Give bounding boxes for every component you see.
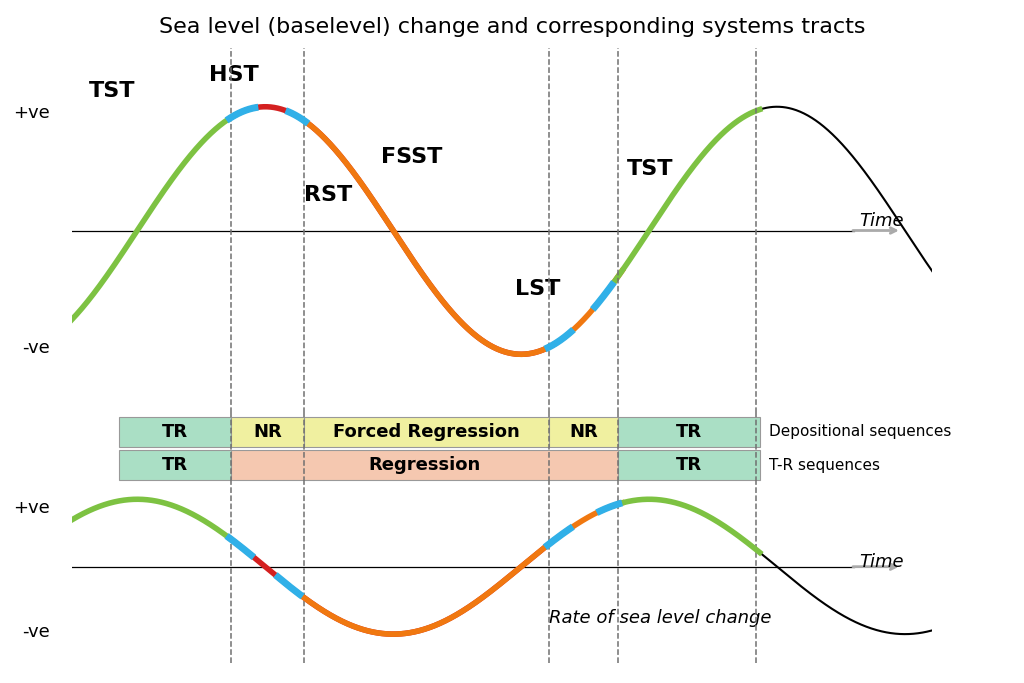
Text: TR: TR bbox=[676, 423, 701, 441]
Bar bbox=[549, 417, 617, 447]
Text: HST: HST bbox=[209, 65, 259, 85]
Text: -ve: -ve bbox=[23, 339, 50, 357]
Text: NR: NR bbox=[569, 423, 598, 441]
Text: LST: LST bbox=[515, 279, 560, 299]
Bar bbox=[617, 417, 760, 447]
Bar bbox=[617, 450, 760, 480]
Text: FSST: FSST bbox=[381, 148, 442, 167]
Text: RST: RST bbox=[304, 185, 352, 205]
Text: Time: Time bbox=[859, 212, 903, 230]
Bar bbox=[119, 450, 230, 480]
Text: +ve: +ve bbox=[13, 104, 50, 122]
Text: NR: NR bbox=[253, 423, 282, 441]
Text: +ve: +ve bbox=[13, 499, 50, 518]
Text: -ve: -ve bbox=[23, 623, 50, 641]
Bar bbox=[119, 417, 230, 447]
Text: TR: TR bbox=[676, 456, 701, 474]
Bar bbox=[304, 417, 549, 447]
Text: Time: Time bbox=[859, 553, 903, 572]
Text: TR: TR bbox=[162, 423, 188, 441]
Text: Depositional sequences: Depositional sequences bbox=[769, 424, 951, 439]
Text: TR: TR bbox=[162, 456, 188, 474]
Text: TST: TST bbox=[627, 159, 673, 179]
Text: T-R sequences: T-R sequences bbox=[769, 458, 881, 473]
Text: Rate of sea level change: Rate of sea level change bbox=[549, 609, 771, 627]
Text: Sea level (baselevel) change and corresponding systems tracts: Sea level (baselevel) change and corresp… bbox=[159, 17, 865, 37]
Text: TST: TST bbox=[89, 81, 135, 101]
Bar bbox=[230, 450, 617, 480]
Text: Regression: Regression bbox=[369, 456, 480, 474]
Bar bbox=[230, 417, 304, 447]
Text: Forced Regression: Forced Regression bbox=[333, 423, 520, 441]
